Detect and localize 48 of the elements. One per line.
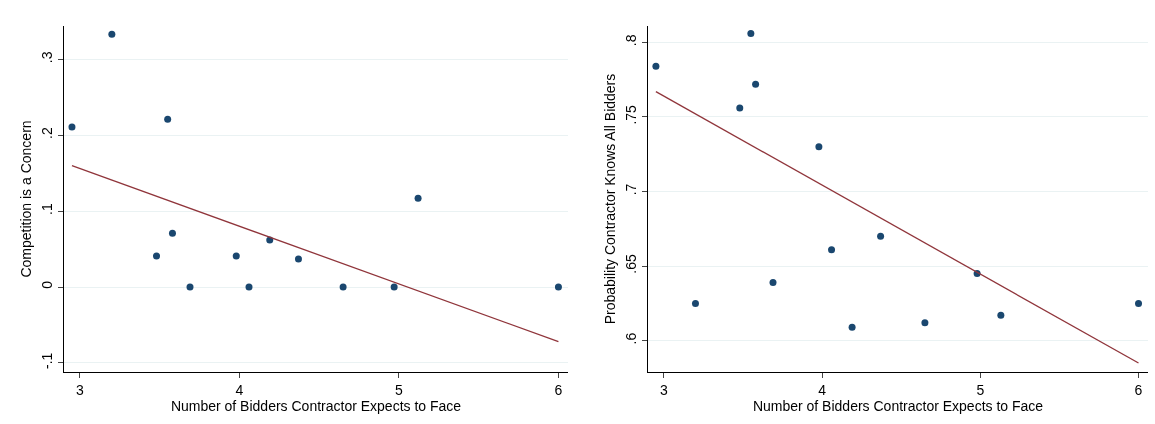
y-axis-title: Probability Contractor Knows All Bidders xyxy=(602,73,618,325)
x-tick-label: 4 xyxy=(818,381,827,398)
x-tick-label: 6 xyxy=(554,381,563,398)
point xyxy=(232,252,240,260)
x-tick-label: 6 xyxy=(1134,381,1143,398)
point xyxy=(848,323,856,331)
point xyxy=(68,123,76,131)
y-tick-label: .1 xyxy=(39,202,56,215)
y-tick-label: .65 xyxy=(623,254,640,274)
point xyxy=(815,143,823,151)
x-tick-label: 5 xyxy=(976,381,985,398)
point xyxy=(168,229,176,237)
point xyxy=(752,80,760,88)
point xyxy=(390,283,398,291)
y-tick-label: .7 xyxy=(623,183,640,196)
point xyxy=(153,252,161,260)
point xyxy=(414,194,422,202)
x-tick-label: 3 xyxy=(76,381,85,398)
point xyxy=(294,255,302,263)
point xyxy=(1135,299,1143,307)
y-tick-label: .6 xyxy=(623,332,640,345)
point xyxy=(736,104,744,112)
point xyxy=(877,232,885,240)
point xyxy=(997,311,1005,319)
y-tick-label: 0 xyxy=(39,280,56,289)
x-axis-title: Number of Bidders Contractor Expects to Face xyxy=(752,397,1044,414)
point xyxy=(769,279,777,287)
point xyxy=(828,246,836,254)
y-axis-title: Competition is a Concern xyxy=(18,120,34,278)
point xyxy=(747,29,755,37)
y-tick-label: .75 xyxy=(623,104,640,125)
point xyxy=(339,283,347,291)
x-tick-label: 5 xyxy=(395,381,404,398)
x-tick-label: 4 xyxy=(235,381,244,398)
y-tick-label: .2 xyxy=(39,127,56,139)
point xyxy=(108,30,116,38)
x-tick-label: 3 xyxy=(659,381,668,398)
y-tick-label: .3 xyxy=(39,51,56,64)
point xyxy=(186,283,194,291)
y-tick-label: .8 xyxy=(623,34,640,47)
y-tick-label: -.1 xyxy=(39,352,56,369)
point xyxy=(691,299,699,307)
point xyxy=(554,283,562,291)
point xyxy=(652,62,660,70)
point xyxy=(245,283,253,291)
x-axis-title: Number of Bidders Contractor Expects to Face xyxy=(170,397,462,414)
point xyxy=(921,319,929,327)
point xyxy=(164,115,172,123)
